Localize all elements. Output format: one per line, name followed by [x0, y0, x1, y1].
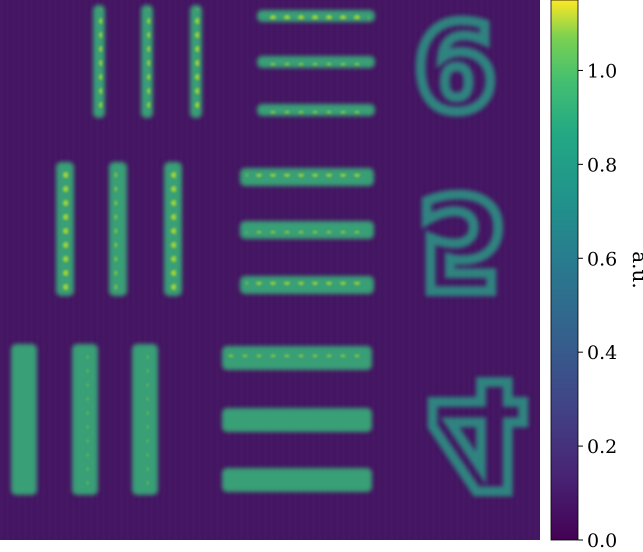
target-digit-5: 5: [417, 165, 507, 317]
colorbar-tick-label: 0.0: [587, 530, 617, 552]
horizontal-bar-highlights: [263, 13, 369, 19]
resolution-target-image: 6 5 4: [0, 0, 540, 540]
colorbar-tick-label: 0.2: [587, 436, 617, 458]
horizontal-bar-highlights: [263, 59, 369, 65]
horizontal-bar-highlights: [246, 174, 368, 180]
target-digit-6: 6: [413, 0, 497, 139]
vertical-bar-highlights: [144, 9, 150, 114]
vertical-bar-highlights: [82, 348, 88, 491]
colorbar-label: a.u.: [628, 251, 643, 289]
vertical-bar-highlights: [170, 166, 176, 292]
vertical-bar-highlights: [62, 166, 68, 292]
vertical-bar-highlights: [115, 166, 121, 292]
colorbar-gradient: [550, 0, 579, 541]
vertical-bar-highlights: [142, 348, 148, 491]
vertical-bar-highlights: [193, 9, 199, 114]
horizontal-bar-highlights: [246, 282, 368, 288]
colorbar-tick-label: 0.6: [587, 248, 617, 270]
colorbar-tick-label: 0.8: [587, 154, 617, 176]
colorbar-tick-label: 1.0: [587, 60, 617, 82]
horizontal-bar-highlights: [246, 227, 368, 233]
horizontal-bar-highlights: [263, 107, 369, 113]
colorbar-tick-label: 0.4: [587, 342, 617, 364]
vertical-bar-highlights: [21, 348, 27, 491]
target-digit-4: 4: [426, 346, 530, 520]
vertical-bar-highlights: [96, 9, 102, 114]
horizontal-bar-highlights: [228, 417, 366, 423]
horizontal-bar-highlights: [228, 355, 366, 361]
horizontal-bar-highlights: [228, 477, 366, 483]
